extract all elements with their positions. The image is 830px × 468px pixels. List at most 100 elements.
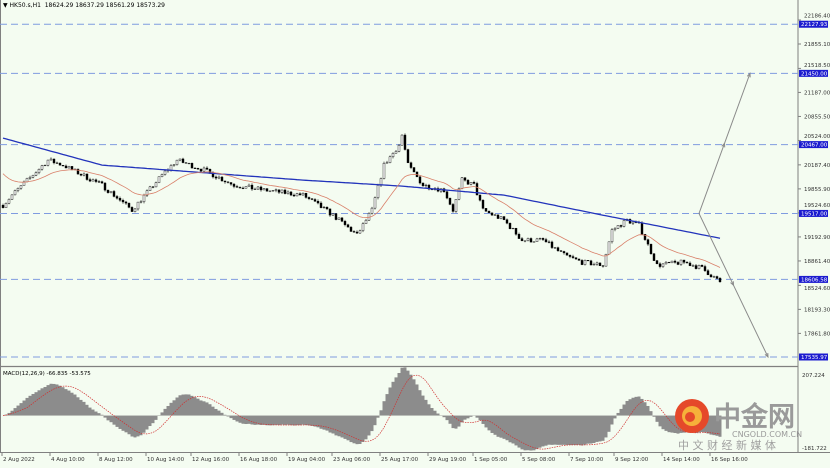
candle-bear xyxy=(647,240,649,244)
candle-bear xyxy=(311,199,313,200)
candle-bull xyxy=(584,260,586,264)
macd-bar xyxy=(17,406,20,416)
candle-bull xyxy=(665,262,667,264)
macd-bar xyxy=(665,416,668,431)
candle-bear xyxy=(185,163,187,164)
candle-bull xyxy=(188,163,190,164)
candle-bear xyxy=(53,159,55,163)
cngold-logo: 中金网 CNGOLD.COM.CN 中 文 财 经 新 媒 体 xyxy=(670,386,810,452)
candle-bear xyxy=(116,196,118,198)
candle-bear xyxy=(653,254,655,261)
macd-bar xyxy=(335,416,338,436)
macd-bar xyxy=(506,416,509,441)
candle-bear xyxy=(572,257,574,258)
macd-bar xyxy=(374,416,377,426)
macd-bar xyxy=(308,416,311,426)
candle-bull xyxy=(110,191,112,192)
candle-bear xyxy=(719,278,721,282)
macd-bar xyxy=(467,416,470,419)
candle-bear xyxy=(347,225,349,227)
macd-bar xyxy=(377,416,380,418)
candle-bull xyxy=(512,228,514,229)
macd-bar xyxy=(341,416,344,438)
candle-bear xyxy=(308,197,310,198)
price-tick-label: 18861.40 xyxy=(804,259,830,265)
candle-bear xyxy=(542,238,544,239)
candle-bear xyxy=(518,234,520,238)
candle-bull xyxy=(386,163,388,164)
dropdown-triangle-icon[interactable]: ▼ xyxy=(3,2,8,9)
candle-bear xyxy=(89,180,91,182)
price-tick-label: 18193.30 xyxy=(804,307,830,313)
candle-bear xyxy=(560,251,562,252)
candle-bull xyxy=(218,177,220,178)
logo-brand-cn: 中金网 xyxy=(714,401,795,433)
candle-bull xyxy=(134,209,136,212)
candle-bear xyxy=(131,207,133,211)
candle-bear xyxy=(554,248,556,249)
macd-bar xyxy=(575,416,578,445)
macd-bar xyxy=(89,408,92,416)
candle-bull xyxy=(539,238,541,239)
candle-bull xyxy=(302,193,304,195)
candle-bull xyxy=(263,189,265,190)
candle-bear xyxy=(239,187,241,188)
candle-bull xyxy=(173,165,175,166)
macd-bar xyxy=(644,402,647,415)
candle-bear xyxy=(350,227,352,231)
macd-bar xyxy=(293,416,296,426)
macd-bar xyxy=(278,416,281,425)
macd-bar xyxy=(164,409,167,416)
candle-bear xyxy=(548,242,550,243)
candle-bull xyxy=(611,230,613,242)
macd-bar xyxy=(365,416,368,440)
candle-bear xyxy=(266,189,268,192)
candle-bear xyxy=(98,182,100,183)
macd-bar xyxy=(569,416,572,445)
candle-bear xyxy=(575,258,577,259)
candle-bull xyxy=(392,153,394,157)
macd-bar xyxy=(503,416,506,439)
macd-bar xyxy=(500,416,503,438)
macd-bar xyxy=(326,416,329,431)
macd-bar xyxy=(35,392,38,415)
macd-bar xyxy=(632,398,635,416)
candle-bull xyxy=(596,263,598,264)
macd-bar xyxy=(476,416,479,418)
macd-bar xyxy=(413,379,416,415)
candle-bull xyxy=(494,215,496,216)
candle-bear xyxy=(230,182,232,184)
candle-bull xyxy=(11,195,13,199)
candle-bull xyxy=(623,220,625,226)
macd-bar xyxy=(200,400,203,415)
macd-bar xyxy=(515,416,518,446)
candle-bear xyxy=(95,180,97,182)
macd-bar xyxy=(80,400,83,416)
macd-bar xyxy=(587,416,590,444)
macd-bar xyxy=(554,416,557,445)
macd-bar xyxy=(590,416,593,444)
macd-bar xyxy=(104,416,107,418)
candle-bull xyxy=(383,163,385,178)
candle-bear xyxy=(503,217,505,220)
macd-bar xyxy=(479,416,482,421)
macd-bar xyxy=(221,413,224,416)
candle-bear xyxy=(335,214,337,220)
macd-bar xyxy=(416,384,419,415)
time-tick-label: 7 Sep 10:00 xyxy=(570,457,604,463)
macd-bar xyxy=(119,416,122,429)
macd-bar xyxy=(581,416,584,446)
macd-bar xyxy=(329,416,332,433)
candle-bear xyxy=(299,194,301,195)
candle-bear xyxy=(104,183,106,190)
macd-bar xyxy=(620,409,623,416)
candle-bear xyxy=(317,201,319,203)
macd-bar xyxy=(623,405,626,416)
candle-bull xyxy=(698,265,700,268)
macd-bar xyxy=(218,411,221,416)
candle-bull xyxy=(50,159,52,160)
macd-bar xyxy=(239,416,242,423)
candle-bear xyxy=(125,202,127,203)
candle-bear xyxy=(62,165,64,166)
macd-bar xyxy=(32,394,35,416)
